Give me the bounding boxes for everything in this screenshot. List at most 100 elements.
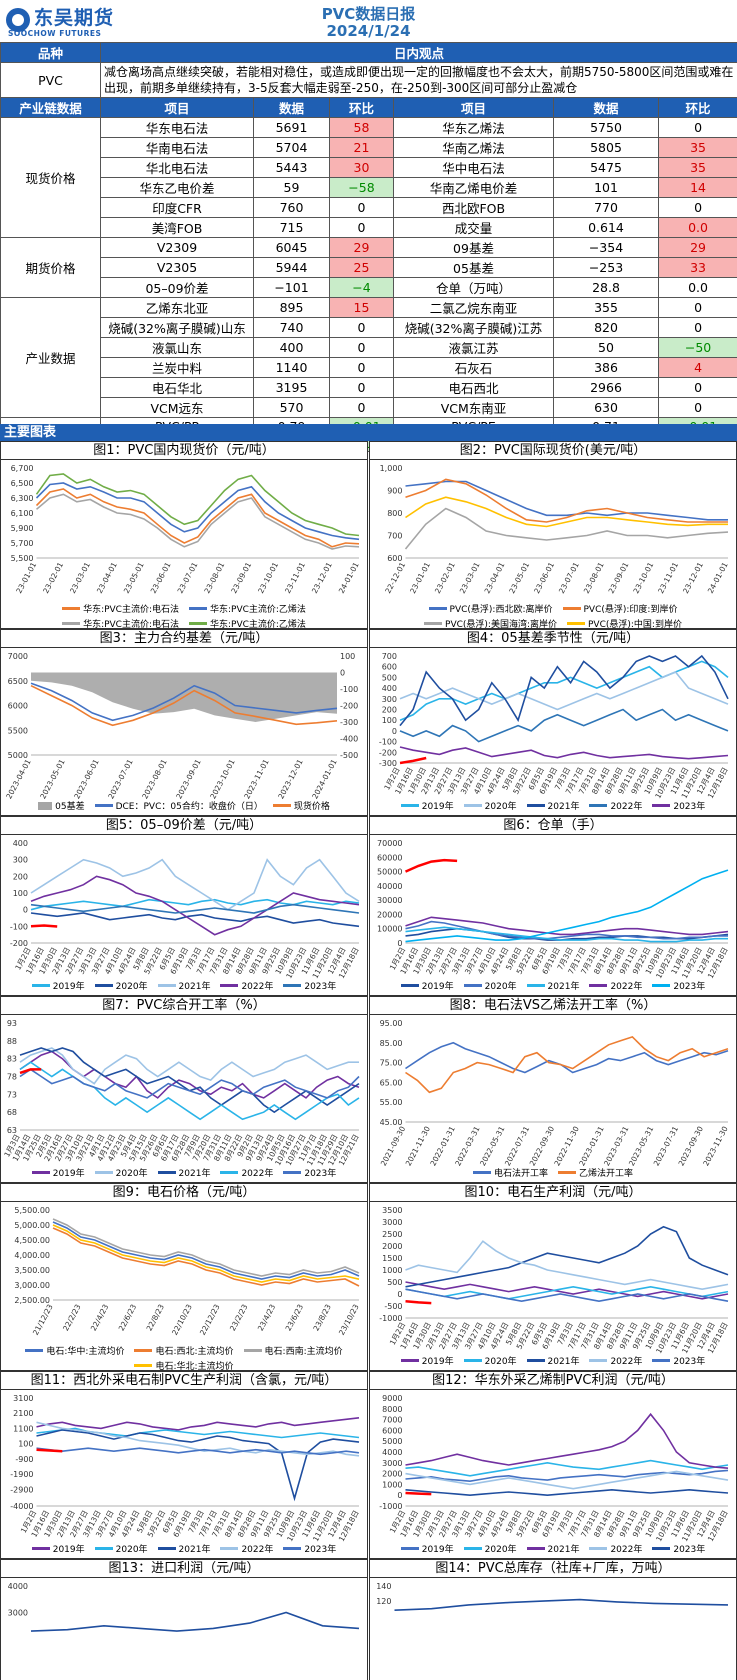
series-line	[405, 1285, 729, 1300]
y-tick-label: 8000	[382, 1405, 402, 1414]
legend-item: 2020年	[94, 979, 148, 992]
x-tick-label: 23-11-01	[656, 561, 680, 595]
item-value: 6045	[253, 237, 330, 258]
chart-svg: 95.00 85.00 75.00 65.00 55.00 45.002021-09-30…	[379, 1019, 730, 1166]
x-tick-label: 22/2/23	[61, 1303, 83, 1333]
item-change: 25	[329, 257, 394, 278]
table-row: 产业数据 乙烯东北亚 895 15 二氯乙烷东南亚 355 0	[0, 297, 737, 418]
table-row: 华南电石法 5704 21 华南乙烯法 5805 35	[1, 137, 737, 158]
legend-item: 电石:华北:主流均价	[134, 1359, 234, 1372]
y-tick-label: 1,000	[380, 464, 403, 473]
chart-panel-c11: 图11：西北外采电石制PVC生产利润（含氯，元/吨） 3100 2100 1100 10…	[0, 1371, 368, 1570]
chart-body: 9000 8000 7000 6000 5000 4000 3000 2000 1000 0 -10…	[370, 1390, 736, 1570]
legend-swatch-icon	[472, 1171, 491, 1174]
y-tick-label: 1000	[382, 1266, 402, 1275]
item-value: 59	[253, 177, 330, 198]
chart-title: 图11：西北外采电石制PVC生产利润（含氯，元/吨）	[1, 1372, 367, 1390]
legend-label: 2022年	[241, 982, 274, 992]
report-title-block: PVC数据日报 2024/1/24	[0, 6, 737, 40]
viewpoint-header-row: 品种 日内观点	[0, 42, 737, 63]
legend-item: DCE：PVC：05合约：收盘价（日）	[94, 799, 263, 812]
x-tick-label: 23-03-01	[458, 561, 482, 595]
x-tick-label: 23/4/23	[256, 1303, 278, 1333]
legend-item: 电石:西北:主流均价	[134, 1344, 234, 1357]
logo-mark-icon	[6, 8, 30, 32]
series-line	[399, 671, 729, 711]
x-tick-label: 2023-03-31	[602, 1125, 631, 1166]
x-tick-label: 23-04-01	[95, 561, 119, 595]
legend-item: 2019年	[31, 1166, 85, 1179]
series-line	[405, 1491, 432, 1496]
x-tick-label: 23/2/23	[228, 1303, 250, 1333]
item-change: 0	[657, 317, 737, 338]
chart-body: 70000 60000 50000 40000 30000 20000 10000 0 1月2日…	[370, 835, 736, 1007]
series-line	[405, 1469, 729, 1483]
chart-legend: PVC(悬浮):西北欧:离岸价 PVC(悬浮):印度:到岸价 PVC(悬浮):美国海…	[370, 602, 736, 630]
y-tick-label: 0	[397, 939, 402, 948]
x-tick-label: 2023-12-01	[276, 758, 305, 799]
y-tick-label: 6,500	[11, 479, 34, 488]
company-logo: 东吴期货 SOOCHOW FUTURES	[4, 3, 164, 41]
item-name: 华东电石法	[100, 117, 254, 138]
charts-section-bar: 主要图表	[0, 424, 737, 441]
legend-item: 2023年	[283, 1542, 336, 1555]
series-line	[405, 1412, 729, 1469]
x-tick-label: 2022-09-30	[528, 1125, 557, 1166]
y-tick-label: 1000	[382, 1480, 402, 1489]
item-value: 5750	[553, 117, 659, 138]
row-group-label: 产业数据	[0, 297, 101, 418]
viewpoint-product: PVC	[0, 62, 101, 98]
legend-item: 2019年	[31, 979, 85, 992]
x-tick-label: 23-03-01	[68, 561, 92, 595]
legend-label: 乙烯法开工率	[579, 1169, 634, 1179]
table-row: 烧碱(32%离子膜碱)山东 740 0 烧碱(32%离子膜碱)江苏 820 0	[1, 317, 737, 338]
item-value: 1140	[253, 357, 330, 378]
item-value: 101	[553, 177, 659, 198]
y-tick-label: 75.00	[380, 1059, 403, 1068]
viewpoint-col2: 日内观点	[99, 42, 737, 63]
y-tick-label: 0	[392, 727, 397, 736]
x-tick-label: 23-05-01	[507, 561, 531, 595]
y-tick-label: 1500	[382, 1254, 402, 1263]
legend-label: 2020年	[484, 802, 517, 812]
series-line	[405, 496, 728, 528]
legend-item: 2021年	[157, 979, 210, 992]
item-change: 29	[329, 237, 394, 258]
x-tick-label: 23-09-01	[229, 561, 253, 595]
chart-body: 5,500.00 5,000.00 4,500.00 4,000.00 3,500.00…	[1, 1202, 367, 1372]
report-header: 东吴期货 SOOCHOW FUTURES PVC数据日报 2024/1/24	[0, 0, 737, 42]
series-line	[36, 1447, 360, 1456]
legend-item: 华东:PVC主流价:乙烯法	[189, 602, 306, 615]
chart-title: 图3：主力合约基差（元/吨）	[1, 630, 367, 648]
item-change: 14	[657, 177, 737, 198]
y-tick-label: -1000	[379, 1314, 402, 1323]
item-name: 液氯山东	[100, 337, 254, 358]
y-tick-label: 3000	[382, 1218, 402, 1227]
y-tick-label: 300	[13, 856, 28, 865]
chart-title: 图2：PVC国际现货价(美元/吨）	[370, 442, 736, 460]
series-line	[399, 654, 729, 727]
legend-item: 2021年	[157, 1542, 210, 1555]
legend-swatch-icon	[652, 984, 671, 987]
item-name: 石灰石	[393, 357, 554, 378]
chart-body: 7000 6500 6000 5500 5000 100 0 -100 -200 -300 -400…	[1, 648, 367, 815]
y-tick-label: 60000	[377, 853, 402, 862]
table-row: 美湾FOB 715 0 成交量 0.614 0.0	[1, 217, 737, 238]
item-change: 0	[657, 397, 737, 418]
y-tick-label: 68	[7, 1108, 17, 1117]
legend-swatch-icon	[526, 984, 545, 987]
viewpoint-col1: 品种	[0, 42, 101, 63]
item-change: 58	[329, 117, 394, 138]
item-value: 28.8	[553, 277, 659, 298]
x-tick-label: 23-07-01	[176, 561, 200, 595]
legend-swatch-icon	[558, 1171, 576, 1174]
legend-swatch-icon	[400, 984, 419, 987]
legend-item: PVC(悬浮):美国海湾:离岸价	[424, 617, 557, 630]
series-line	[30, 684, 338, 727]
legend-item: 2019年	[31, 1542, 85, 1555]
y-tick-label: 73	[7, 1090, 17, 1099]
legend-label: 2019年	[421, 802, 454, 812]
chart-body: 700 600 500 400 300 200 100 0 -100 -200 -300 1月2日 1月…	[370, 648, 736, 827]
data-table: 品种 日内观点 PVC 减仓离场高点继续突破，若能相对稳住，或造成即便出现一定的…	[0, 42, 737, 452]
legend-swatch-icon	[424, 622, 443, 625]
